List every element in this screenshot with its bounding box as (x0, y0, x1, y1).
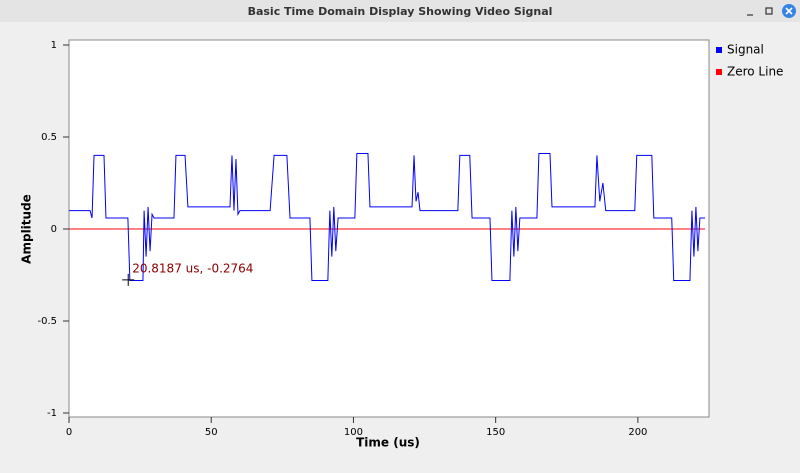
y-axis-label: Amplitude (20, 194, 34, 264)
legend-swatch (716, 47, 722, 53)
series-line (69, 153, 706, 282)
x-tick-label: 150 (486, 427, 505, 438)
x-tick-label: 100 (344, 427, 363, 438)
title-bar (0, 0, 800, 22)
y-tick-label: 0 (51, 224, 57, 235)
window-title: Basic Time Domain Display Showing Video … (248, 5, 553, 18)
legend-label: Zero Line (727, 65, 783, 79)
x-tick-label: 200 (628, 427, 647, 438)
cursor-crosshair (122, 273, 135, 286)
close-button[interactable] (782, 4, 796, 18)
legend-swatch (716, 69, 722, 75)
maximize-button[interactable] (765, 7, 773, 15)
cursor-label: 20.8187 us, -0.2764 (132, 261, 253, 275)
y-tick-label: 1 (51, 40, 57, 51)
y-tick-label: -0.5 (37, 316, 57, 327)
x-tick-label: 50 (205, 427, 218, 438)
x-axis-label: Time (us) (356, 436, 420, 450)
legend-label: Signal (727, 43, 764, 57)
y-tick-label: -1 (47, 408, 57, 419)
y-tick-label: 0.5 (41, 132, 57, 143)
x-tick-label: 0 (66, 427, 72, 438)
